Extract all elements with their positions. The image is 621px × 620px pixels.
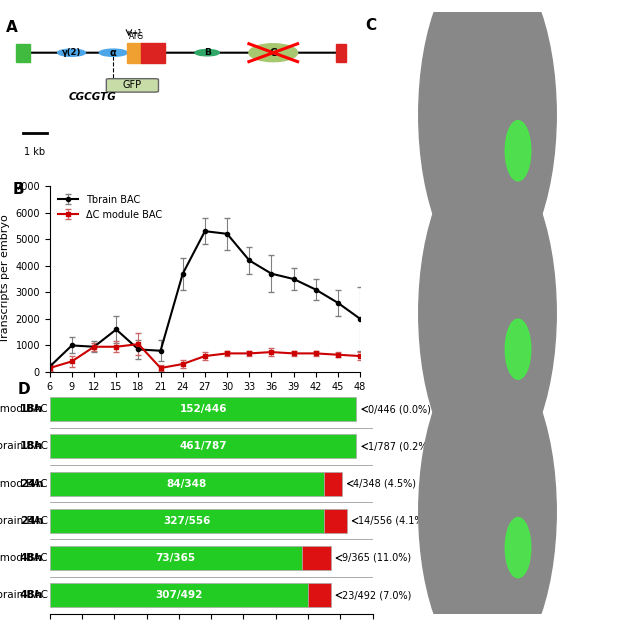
Circle shape (505, 518, 531, 578)
Text: 48h: 48h (20, 590, 43, 600)
Text: +1: +1 (132, 29, 142, 38)
Text: 23/492 (7.0%): 23/492 (7.0%) (342, 590, 411, 600)
Text: 24h: 24h (20, 516, 43, 526)
Circle shape (419, 151, 556, 476)
Text: GFP: GFP (123, 81, 142, 91)
Text: ΔC mod BAC: ΔC mod BAC (365, 151, 413, 160)
Text: 14/556 (4.1%): 14/556 (4.1%) (358, 516, 427, 526)
Bar (308, 583, 330, 608)
Bar (324, 471, 342, 496)
Bar (336, 44, 347, 61)
Ellipse shape (249, 44, 297, 61)
Text: 24h: 24h (365, 466, 380, 476)
Y-axis label: Transcripts per embryo: Transcripts per embryo (0, 215, 10, 343)
X-axis label: Hours post fertilization: Hours post fertilization (142, 397, 268, 407)
Text: A: A (6, 20, 17, 35)
Text: γ(2): γ(2) (62, 48, 81, 57)
FancyBboxPatch shape (106, 79, 158, 92)
Text: ΔC mod BAC: ΔC mod BAC (0, 479, 48, 489)
Text: 84/348: 84/348 (167, 479, 207, 489)
Text: 24h: 24h (20, 479, 43, 489)
Text: Tbrain BAC: Tbrain BAC (0, 441, 48, 451)
Text: C: C (270, 48, 277, 58)
Bar (50, 508, 324, 533)
Text: 18h: 18h (20, 441, 43, 451)
Bar (50, 546, 302, 570)
Text: C: C (365, 19, 376, 33)
Text: CGCGTG: CGCGTG (68, 92, 116, 102)
Bar (141, 43, 165, 63)
Circle shape (58, 49, 86, 56)
Text: LV: LV (601, 151, 610, 160)
Text: α: α (110, 48, 117, 58)
Text: Tbrain BAC: Tbrain BAC (0, 516, 48, 526)
Bar (324, 508, 347, 533)
Text: B: B (204, 48, 211, 57)
Text: D: D (17, 382, 30, 397)
Text: 4/348 (4.5%): 4/348 (4.5%) (353, 479, 416, 489)
Legend: Tbrain BAC, ΔC module BAC: Tbrain BAC, ΔC module BAC (55, 191, 166, 223)
Text: Tbrain BAC: Tbrain BAC (0, 590, 48, 600)
Text: GFP: GFP (595, 466, 610, 476)
Circle shape (419, 349, 556, 620)
Text: 307/492: 307/492 (155, 590, 202, 600)
Bar (50, 583, 308, 608)
Bar (50, 471, 324, 496)
Bar (50, 434, 356, 459)
Text: ΔC mod BAC: ΔC mod BAC (0, 404, 48, 414)
Circle shape (505, 319, 531, 379)
Text: ATG: ATG (129, 32, 144, 41)
Circle shape (505, 121, 531, 181)
Text: 1/787 (0.2%): 1/787 (0.2%) (368, 441, 431, 451)
Text: 9/365 (11.0%): 9/365 (11.0%) (342, 553, 411, 563)
Text: ΔC mod BAC: ΔC mod BAC (0, 553, 48, 563)
Text: 327/556: 327/556 (163, 516, 211, 526)
Text: 1 kb: 1 kb (24, 147, 45, 157)
Text: 461/787: 461/787 (179, 441, 227, 451)
Text: B: B (12, 182, 24, 197)
Text: 18h: 18h (20, 404, 43, 414)
Circle shape (419, 0, 556, 277)
Text: ΔC mod BAC: ΔC mod BAC (365, 349, 413, 358)
Circle shape (99, 49, 127, 56)
Text: 73/365: 73/365 (155, 553, 196, 563)
Bar (50, 397, 356, 422)
Circle shape (195, 50, 219, 56)
Bar (302, 546, 330, 570)
Bar (127, 43, 141, 63)
Bar (16, 44, 30, 61)
Text: 48h: 48h (20, 553, 43, 563)
Text: VV: VV (599, 349, 610, 358)
Text: 0/446 (0.0%): 0/446 (0.0%) (368, 404, 430, 414)
Text: 152/446: 152/446 (179, 404, 227, 414)
Text: 18h: 18h (365, 268, 379, 277)
Text: GFP: GFP (595, 268, 610, 277)
